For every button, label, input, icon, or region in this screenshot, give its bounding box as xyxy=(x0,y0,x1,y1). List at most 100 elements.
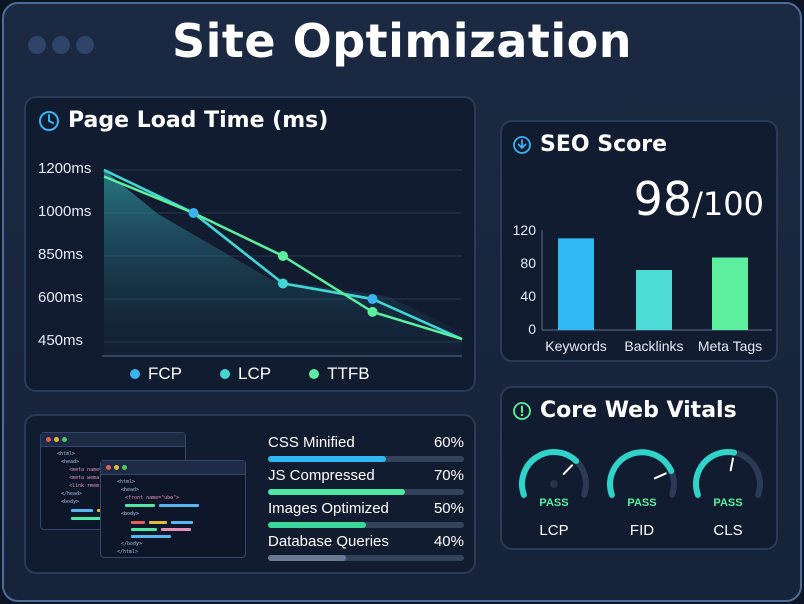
metric-label: Images Optimized xyxy=(268,500,389,517)
code-line-text: <html> xyxy=(117,479,136,485)
y-tick-label: 80 xyxy=(520,255,536,271)
gauge-status: PASS xyxy=(627,497,656,509)
code-line-text: <body> xyxy=(61,499,80,505)
seo-title: SEO Score xyxy=(540,132,668,157)
gauge-status: PASS xyxy=(539,497,568,509)
progress-track xyxy=(268,555,464,561)
y-tick-label: 600ms xyxy=(38,289,84,306)
progress-fill xyxy=(268,555,347,561)
legend-label: FCP xyxy=(148,364,182,383)
data-point-fcp xyxy=(188,208,199,218)
metric-label: Database Queries xyxy=(268,533,389,550)
bar-category-label: Backlinks xyxy=(624,338,684,354)
gauge-label: FID xyxy=(629,522,655,539)
load-time-title: Page Load Time (ms) xyxy=(68,108,329,133)
data-point-ttfb xyxy=(278,251,288,261)
legend-ttfb[interactable]: TTFB xyxy=(309,364,370,384)
window-dot[interactable] xyxy=(28,36,46,54)
gauge-label: CLS xyxy=(713,522,743,539)
gauge-needle xyxy=(562,464,574,475)
legend-dot xyxy=(220,369,230,379)
metric-js-compressed: JS Compressed 70% xyxy=(268,467,464,495)
y-tick-label: 40 xyxy=(520,288,536,304)
code-window-front: <html> <head> <front name="ubo"> <body> … xyxy=(100,460,246,558)
metric-label: CSS Minified xyxy=(268,434,355,451)
code-line-text: <html> xyxy=(57,451,76,457)
legend-fcp[interactable]: FCP xyxy=(130,364,182,384)
gauge-lcp: PASS xyxy=(514,444,594,525)
gauge-dial: PASS xyxy=(693,449,763,509)
data-point-ttfb xyxy=(367,306,378,317)
metric-css-minified: CSS Minified 60% xyxy=(268,434,464,462)
metric-percent: 70% xyxy=(433,467,464,484)
code-line-text: <link rmem xyxy=(69,483,100,489)
bar-backlinks xyxy=(636,270,672,330)
progress-fill xyxy=(268,522,366,528)
legend-dot xyxy=(130,369,140,379)
code-line-text: <head> xyxy=(121,487,140,493)
load-time-chart xyxy=(102,168,463,357)
progress-fill xyxy=(268,456,386,462)
score-value: 98 xyxy=(633,172,693,226)
y-tick-label: 850ms xyxy=(38,246,84,263)
code-line-text: </html> xyxy=(117,549,139,555)
gauge-label: LCP xyxy=(539,522,569,539)
gauge-needle xyxy=(653,472,667,480)
seo-bar-chart xyxy=(541,230,772,331)
code-line-text: <meta name= xyxy=(69,467,103,473)
seo-score-panel: SEO Score 98/100 120 80 40 0 Keywords Ba… xyxy=(500,120,778,362)
clock-icon xyxy=(39,110,59,131)
legend-label: TTFB xyxy=(327,364,370,383)
alert-circle-icon xyxy=(513,401,531,420)
bar-category-label: Keywords xyxy=(545,338,607,354)
gauge-cls: PASS xyxy=(688,444,768,525)
bar-keywords xyxy=(558,238,594,330)
metric-percent: 60% xyxy=(433,434,464,451)
y-tick-label: 120 xyxy=(512,222,536,238)
gauge-fid: PASS xyxy=(602,444,682,525)
window-dot[interactable] xyxy=(52,36,70,54)
code-line-text: </head> xyxy=(61,491,83,497)
legend-dot xyxy=(309,369,320,379)
code-line-text: </body> xyxy=(121,541,143,547)
bar-category-label: Meta Tags xyxy=(697,338,763,354)
score-max: /100 xyxy=(692,185,764,223)
progress-track xyxy=(268,522,464,528)
download-circle-icon xyxy=(513,135,531,154)
seo-score: 98/100 xyxy=(634,172,764,226)
code-line-text: <front name="ubo"> xyxy=(125,495,180,501)
y-tick-label: 450ms xyxy=(38,332,84,349)
progress-track xyxy=(268,489,464,495)
core-web-vitals-panel: Core Web Vitals PASS LCP PASS FID PASS C… xyxy=(500,386,778,550)
y-tick-label: 1000ms xyxy=(38,203,92,220)
code-window-titlebar xyxy=(101,461,245,475)
y-tick-label: 1200ms xyxy=(38,160,92,177)
bar-meta-tags xyxy=(712,257,748,330)
cwv-header: Core Web Vitals xyxy=(512,398,737,423)
window-dot[interactable] xyxy=(76,36,94,54)
cwv-title: Core Web Vitals xyxy=(540,398,737,423)
gauge-needle xyxy=(729,457,734,472)
metric-database-queries: Database Queries 40% xyxy=(268,533,464,561)
progress-track xyxy=(268,456,464,462)
metric-label: JS Compressed xyxy=(268,467,375,484)
gauge-dial: PASS xyxy=(519,449,589,509)
window-controls xyxy=(28,36,94,54)
page-title: Site Optimization xyxy=(171,14,632,68)
code-window-titlebar xyxy=(41,433,185,447)
optimization-panel: <html> <head> <meta name= <meta wema <li… xyxy=(24,414,476,574)
metric-percent: 50% xyxy=(433,500,464,517)
data-point-lcp xyxy=(278,278,288,289)
legend-lcp[interactable]: LCP xyxy=(220,364,271,384)
code-line-text: <meta wema xyxy=(69,475,100,481)
metric-images-optimized: Images Optimized 50% xyxy=(268,500,464,528)
legend-label: LCP xyxy=(238,364,272,383)
progress-fill xyxy=(268,489,406,495)
seo-header: SEO Score xyxy=(512,132,667,157)
gauge-status: PASS xyxy=(713,497,742,509)
metric-percent: 40% xyxy=(433,533,464,550)
y-tick-label: 0 xyxy=(528,321,536,337)
load-time-header: Page Load Time (ms) xyxy=(38,108,328,133)
chart-legend: FCP LCP TTFB xyxy=(130,364,370,384)
data-point-fcp xyxy=(367,294,378,304)
